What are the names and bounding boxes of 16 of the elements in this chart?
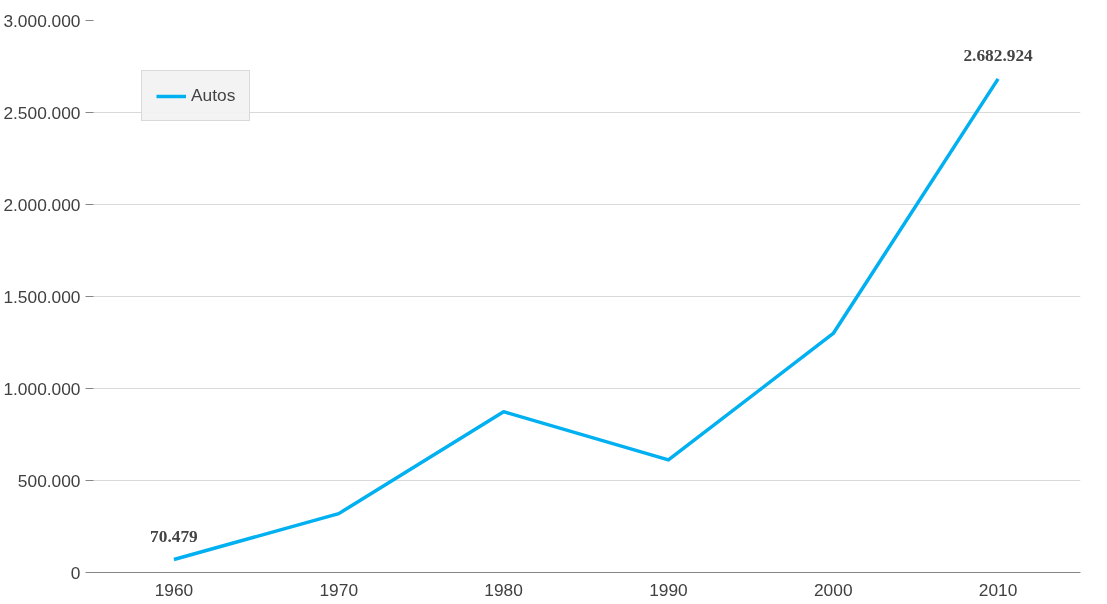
y-tick-label: 0 [70,562,81,583]
x-tick-label: 2010 [978,579,1018,600]
x-tick-label: 1990 [649,579,688,600]
x-tick-label: 2000 [813,579,853,600]
y-tick-label: 1.000.000 [3,378,81,399]
data-label: 70.479 [150,526,199,546]
y-tick-label: 500.000 [17,470,81,491]
y-tick-label: 2.500.000 [3,102,81,123]
data-label: 2.682.924 [963,45,1034,65]
y-tick-label: 1.500.000 [3,286,81,307]
y-tick-label: 2.000.000 [3,194,81,215]
x-tick-label: 1980 [484,579,523,600]
x-tick-label: 1960 [154,579,194,600]
x-tick-label: 1970 [319,579,359,600]
y-tick-label: 3.000.000 [3,10,81,31]
legend-label: Autos [191,85,236,106]
